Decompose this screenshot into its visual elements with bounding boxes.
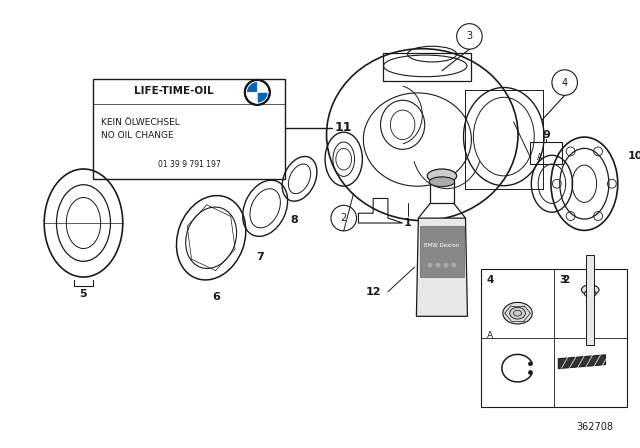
Circle shape	[436, 263, 440, 268]
Bar	[531, 142, 562, 164]
Text: 4: 4	[562, 78, 568, 87]
Text: KEIN ÖLWECHSEL: KEIN ÖLWECHSEL	[101, 118, 180, 127]
Ellipse shape	[427, 169, 457, 183]
Text: A: A	[536, 153, 542, 162]
Circle shape	[244, 80, 270, 105]
Bar	[481, 269, 627, 407]
Circle shape	[451, 263, 456, 268]
Ellipse shape	[509, 307, 525, 319]
Ellipse shape	[584, 290, 596, 297]
Wedge shape	[257, 92, 268, 103]
Text: 6: 6	[212, 292, 220, 302]
Text: 3: 3	[559, 275, 566, 285]
Text: A: A	[487, 331, 493, 340]
Ellipse shape	[503, 302, 532, 324]
Text: 10: 10	[628, 151, 640, 161]
Text: 3: 3	[467, 31, 472, 41]
Text: LIFE-TIME-OIL: LIFE-TIME-OIL	[134, 86, 213, 96]
Bar	[420, 226, 463, 277]
Polygon shape	[558, 355, 605, 369]
Circle shape	[529, 370, 532, 375]
Text: 12: 12	[365, 287, 381, 297]
Text: 8: 8	[291, 215, 298, 225]
Text: 9: 9	[542, 129, 550, 140]
Text: 11: 11	[335, 121, 353, 134]
Text: 2: 2	[340, 213, 347, 223]
Text: 01 39 9 791 197: 01 39 9 791 197	[157, 160, 220, 169]
Text: BMW Dexron: BMW Dexron	[424, 243, 460, 248]
Ellipse shape	[429, 177, 454, 187]
Circle shape	[529, 362, 532, 366]
Text: 7: 7	[257, 252, 264, 263]
Bar	[586, 255, 594, 345]
Circle shape	[428, 263, 433, 268]
Bar	[383, 53, 472, 81]
Text: 1: 1	[404, 218, 412, 228]
Text: 2: 2	[562, 275, 569, 285]
Wedge shape	[246, 92, 257, 103]
Polygon shape	[417, 218, 467, 316]
Bar	[430, 182, 454, 203]
Bar	[93, 79, 285, 179]
Text: 362708: 362708	[577, 422, 614, 432]
Text: 4: 4	[486, 275, 493, 285]
Circle shape	[444, 263, 448, 268]
Ellipse shape	[581, 285, 599, 295]
Text: 5: 5	[79, 289, 87, 299]
Text: NO OIL CHANGE: NO OIL CHANGE	[101, 131, 174, 140]
Wedge shape	[257, 82, 268, 92]
Wedge shape	[246, 82, 257, 92]
